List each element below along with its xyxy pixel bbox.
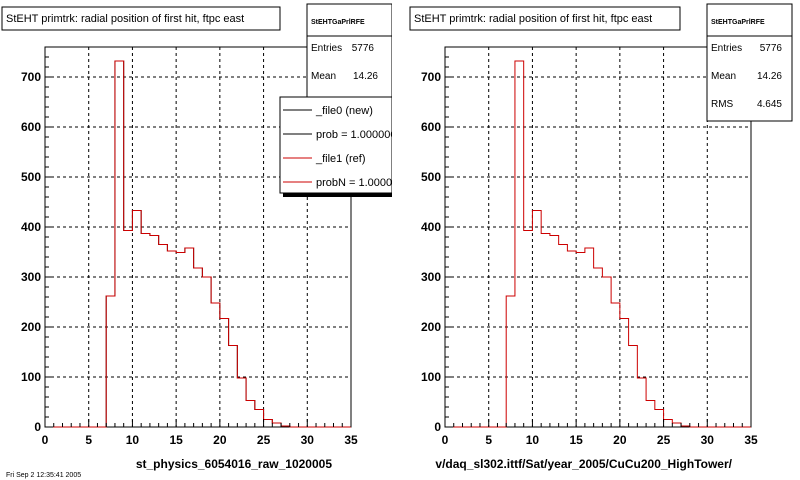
left-ticks: 0 5 10 15 20 25 30 35 0 100 200 300 400 500 600 700 — [21, 56, 358, 447]
right-y-tick-label: 0 — [434, 420, 441, 434]
right-stats-mean-label: Mean — [711, 71, 736, 82]
right-frame — [444, 46, 752, 428]
left-x-tick-label: 35 — [344, 433, 358, 447]
right-y-tick-label: 300 — [421, 270, 441, 284]
right-x-tick-label: 15 — [569, 433, 583, 447]
right-plot-frame — [444, 46, 752, 428]
left-x-tick-label: 30 — [301, 433, 315, 447]
right-y-tick-label: 100 — [421, 370, 441, 384]
left-y-tick-label: 500 — [21, 170, 41, 184]
right-series-0-steps — [445, 60, 751, 428]
left-title-box — [1, 6, 281, 31]
left-x-tick-label: 20 — [213, 433, 227, 447]
left-x-tick-label: 5 — [85, 433, 92, 447]
right-y-tick-label: 600 — [421, 120, 441, 134]
legend-entry-prob: prob = 1.000000 — [316, 129, 396, 141]
left-chart-title: StEHT primtrk: radial position of first … — [6, 13, 244, 25]
left-stats-entries-value: 5776 — [352, 43, 375, 54]
footer-timestamp: Fri Sep 2 12:35:41 2005 — [6, 472, 81, 479]
right-x-tick-label: 20 — [613, 433, 627, 447]
right-grid — [445, 47, 751, 427]
right-x-tick-label: 5 — [485, 433, 492, 447]
right-x-axis-label: v/daq_sl302.ittf/Sat/year_2005/CuCu200_H… — [435, 457, 732, 471]
right-stats-rms-value: 4.645 — [757, 99, 782, 110]
right-stats-entries-value: 5776 — [760, 43, 783, 54]
right-y-tick-label: 500 — [421, 170, 441, 184]
left-stats-mean-value: 14.26 — [353, 71, 378, 82]
left-legend: _file0 (new) prob = 1.000000 _file1 (ref… — [279, 96, 404, 197]
right-x-tick-label: 30 — [701, 433, 715, 447]
right-y-tick-label: 200 — [421, 320, 441, 334]
right-histogram-panel: 0 5 10 15 20 25 30 35 0 100 200 300 400 500 600 700 v/d… — [409, 3, 793, 471]
left-stats-name: StEHTGaPrlRFE — [311, 19, 365, 26]
legend-entry-ref: _file1 (ref) — [315, 153, 366, 165]
right-x-tick-label: 25 — [657, 433, 671, 447]
right-stats-rms-label: RMS — [711, 99, 734, 110]
right-x-tick-label: 35 — [744, 433, 758, 447]
left-x-tick-label: 15 — [169, 433, 183, 447]
right-chart-title: StEHT primtrk: radial position of first … — [414, 13, 652, 25]
left-grid — [45, 47, 351, 427]
right-stats-box — [706, 3, 793, 122]
left-stats-entries-label: Entries — [311, 43, 342, 54]
left-stats-mean-label: Mean — [311, 71, 336, 82]
legend-entry-probn: probN = 1.000000 — [316, 177, 404, 189]
right-stats-name: StEHTGaPrlRFE — [711, 19, 765, 26]
right-y-tick-label: 700 — [421, 70, 441, 84]
right-stats-entries-label: Entries — [711, 43, 742, 54]
left-x-tick-label: 0 — [42, 433, 49, 447]
right-stats-mean-value: 14.26 — [757, 71, 782, 82]
left-x-tick-label: 25 — [257, 433, 271, 447]
right-histogram-series — [445, 60, 751, 428]
left-y-tick-label: 700 — [21, 70, 41, 84]
left-y-tick-label: 200 — [21, 320, 41, 334]
legend-entry-new: _file0 (new) — [315, 105, 373, 117]
left-y-tick-label: 600 — [21, 120, 41, 134]
right-x-tick-label: 10 — [526, 433, 540, 447]
legend-box — [279, 96, 393, 194]
left-x-tick-label: 10 — [126, 433, 140, 447]
left-y-tick-label: 300 — [21, 270, 41, 284]
left-x-axis-label: st_physics_6054016_raw_1020005 — [136, 457, 332, 471]
right-y-tick-label: 400 — [421, 220, 441, 234]
left-y-tick-label: 400 — [21, 220, 41, 234]
right-x-tick-label: 0 — [442, 433, 449, 447]
right-title-box — [409, 6, 681, 31]
left-y-tick-label: 100 — [21, 370, 41, 384]
pad-gap — [392, 0, 408, 480]
right-ticks: 0 5 10 15 20 25 30 35 0 100 200 300 400 500 600 700 — [421, 56, 758, 447]
left-histogram-panel: 0 5 10 15 20 25 30 35 0 100 200 300 400 500 600 700 st_… — [1, 0, 408, 480]
left-y-tick-label: 0 — [34, 420, 41, 434]
